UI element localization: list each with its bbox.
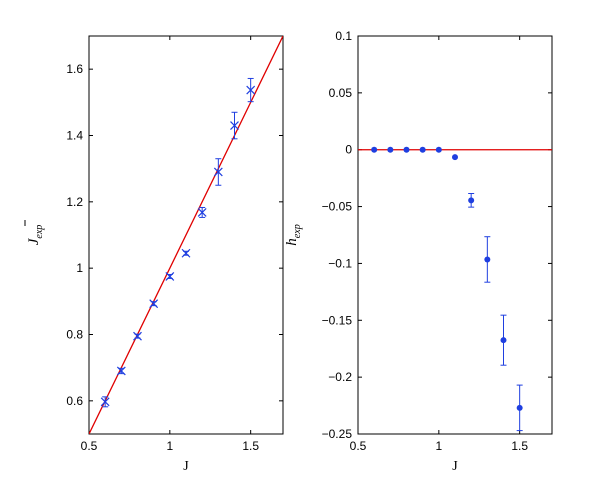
x-marker-stroke	[165, 272, 175, 281]
left-data-point	[246, 85, 256, 95]
right-data-point	[452, 154, 458, 161]
right-data-point	[435, 146, 442, 153]
right-chart-panel: 0.5 1 1.5 0.1 0.05 0 −0.05 −0.1 −0.15 −0.2 −0.25 Jh…	[282, 29, 553, 474]
left-data-point	[230, 121, 239, 130]
left-x-tick-label: 1.5	[242, 439, 259, 453]
right-x-tick-label: 0.5	[350, 439, 367, 453]
left-data-point	[149, 299, 159, 309]
x-marker-stroke	[100, 397, 110, 407]
right-y-axis-label-main: h	[284, 238, 300, 246]
x-marker-stroke	[230, 121, 239, 130]
left-data-point	[133, 331, 142, 341]
left-y-tick-label: 1.4	[66, 129, 83, 143]
right-data-point	[468, 197, 475, 204]
right-data-point	[419, 146, 426, 153]
right-axes-box	[357, 35, 553, 435]
x-marker-stroke	[181, 248, 191, 258]
x-marker-stroke	[133, 331, 142, 341]
x-marker-stroke	[197, 208, 207, 217]
left-reference-line	[89, 36, 283, 434]
left-data-point	[165, 272, 175, 281]
left-data-point	[181, 248, 191, 258]
left-data-point	[116, 366, 126, 376]
left-data-point	[197, 208, 207, 217]
right-y-tick-label: −0.25	[322, 427, 353, 441]
left-y-axis-label-subscript: exp	[34, 225, 45, 239]
right-y-axis-label: hexp	[284, 224, 303, 245]
left-y-axis-label: Jexp	[26, 225, 45, 246]
left-y-tick-label: 0.6	[66, 394, 83, 408]
x-marker-stroke	[246, 85, 256, 95]
right-data-point	[387, 146, 394, 153]
right-data-point	[500, 337, 507, 344]
right-y-tick-label: 0.1	[335, 29, 352, 43]
right-x-tick-label: 1	[435, 439, 442, 453]
right-y-tick-label: 0.05	[329, 86, 353, 100]
x-marker-stroke	[149, 299, 159, 309]
left-y-tick-label: 1.6	[66, 62, 83, 76]
left-data-point	[213, 167, 223, 177]
left-y-tick-label: 1.2	[66, 195, 83, 209]
right-y-tick-label: 0	[345, 143, 352, 157]
right-data-point	[371, 146, 378, 153]
x-marker-stroke	[213, 167, 223, 177]
right-data-point	[403, 146, 410, 153]
left-y-tick-label: 1	[76, 261, 83, 275]
right-y-tick-label: −0.15	[322, 313, 353, 327]
right-x-axis-label: J	[452, 459, 458, 474]
left-y-axis-label-main: J	[26, 237, 42, 245]
right-y-tick-label: −0.1	[328, 256, 352, 270]
right-y-tick-label: −0.05	[322, 200, 353, 214]
right-data-point	[484, 256, 491, 263]
left-data-point	[100, 397, 110, 407]
right-x-tick-label: 1.5	[511, 439, 528, 453]
left-x-tick-label: 0.5	[81, 439, 98, 453]
right-y-tick-label: −0.2	[328, 370, 352, 384]
right-data-point	[516, 404, 523, 411]
left-x-tick-label: 1	[166, 439, 173, 453]
left-x-axis-label: J	[183, 459, 189, 474]
left-y-tick-label: 0.8	[66, 328, 83, 342]
x-marker-stroke	[116, 366, 126, 376]
right-y-axis-label-subscript: exp	[292, 224, 303, 238]
